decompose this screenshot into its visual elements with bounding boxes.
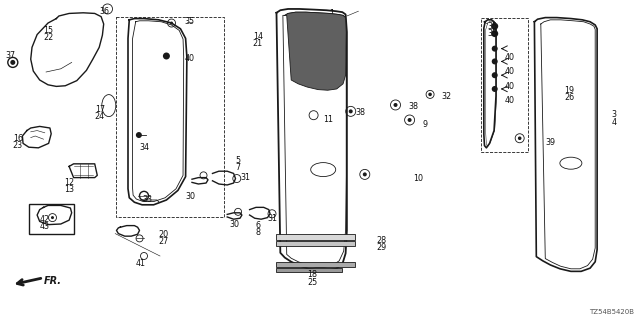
Text: 35: 35	[184, 17, 195, 26]
Text: 9: 9	[422, 120, 428, 129]
Text: 24: 24	[95, 112, 105, 121]
Text: 43: 43	[40, 222, 50, 231]
Text: 21: 21	[253, 39, 263, 48]
Text: 12: 12	[64, 178, 74, 187]
Text: 38: 38	[408, 102, 419, 111]
Text: 28: 28	[376, 236, 387, 245]
FancyBboxPatch shape	[276, 268, 342, 272]
Text: 41: 41	[136, 259, 146, 268]
Circle shape	[394, 103, 397, 107]
Text: 11: 11	[323, 115, 333, 124]
Text: 16: 16	[13, 134, 23, 143]
Text: 3: 3	[611, 110, 616, 119]
Text: 18: 18	[307, 270, 317, 279]
Text: 22: 22	[44, 33, 54, 42]
Circle shape	[163, 52, 170, 60]
Text: 37: 37	[5, 51, 15, 60]
Text: 30: 30	[229, 220, 239, 229]
Text: 31: 31	[240, 173, 250, 182]
Circle shape	[136, 132, 142, 138]
Circle shape	[51, 216, 54, 219]
Text: 39: 39	[545, 138, 556, 147]
Text: 40: 40	[504, 53, 515, 62]
Text: 2: 2	[330, 17, 335, 26]
Text: 32: 32	[442, 92, 452, 101]
Text: 8: 8	[256, 228, 261, 237]
Circle shape	[349, 109, 353, 113]
Text: 4: 4	[611, 118, 616, 127]
Text: 19: 19	[564, 86, 575, 95]
Circle shape	[408, 118, 412, 122]
Text: 13: 13	[64, 185, 74, 194]
FancyBboxPatch shape	[276, 234, 355, 240]
Text: 35: 35	[488, 22, 498, 31]
Text: 34: 34	[140, 143, 150, 152]
FancyBboxPatch shape	[276, 262, 355, 267]
Text: FR.: FR.	[44, 276, 61, 286]
Text: 33: 33	[142, 195, 152, 204]
FancyBboxPatch shape	[276, 241, 355, 246]
Text: 31: 31	[268, 214, 278, 223]
Text: 20: 20	[159, 230, 169, 239]
Text: 7: 7	[236, 163, 241, 172]
Text: 36: 36	[99, 7, 109, 16]
Circle shape	[518, 136, 522, 140]
Text: 17: 17	[95, 105, 105, 114]
Text: 40: 40	[504, 82, 515, 91]
Text: 23: 23	[13, 141, 23, 150]
Text: 40: 40	[504, 67, 515, 76]
Circle shape	[492, 23, 498, 30]
Text: 14: 14	[253, 32, 263, 41]
Text: 40: 40	[184, 54, 195, 63]
Circle shape	[492, 46, 498, 52]
Circle shape	[492, 30, 498, 37]
Text: 6: 6	[256, 221, 261, 230]
Text: 1: 1	[330, 9, 335, 18]
Text: 27: 27	[159, 237, 169, 246]
Text: 35: 35	[488, 29, 498, 38]
Text: 15: 15	[44, 26, 54, 35]
Circle shape	[428, 92, 432, 96]
Circle shape	[492, 59, 498, 64]
Circle shape	[492, 86, 498, 92]
Circle shape	[170, 21, 173, 25]
Text: 5: 5	[236, 156, 241, 165]
Text: 38: 38	[355, 108, 365, 117]
Text: 30: 30	[186, 192, 196, 201]
Circle shape	[363, 172, 367, 176]
Circle shape	[492, 72, 498, 78]
Text: 25: 25	[307, 278, 317, 287]
Text: 29: 29	[376, 243, 387, 252]
Text: 10: 10	[413, 174, 423, 183]
Text: 42: 42	[40, 215, 50, 224]
Polygon shape	[285, 12, 346, 90]
Circle shape	[10, 60, 15, 65]
Text: TZ54B5420B: TZ54B5420B	[589, 309, 634, 315]
Text: 26: 26	[564, 93, 575, 102]
Text: 40: 40	[504, 96, 515, 105]
